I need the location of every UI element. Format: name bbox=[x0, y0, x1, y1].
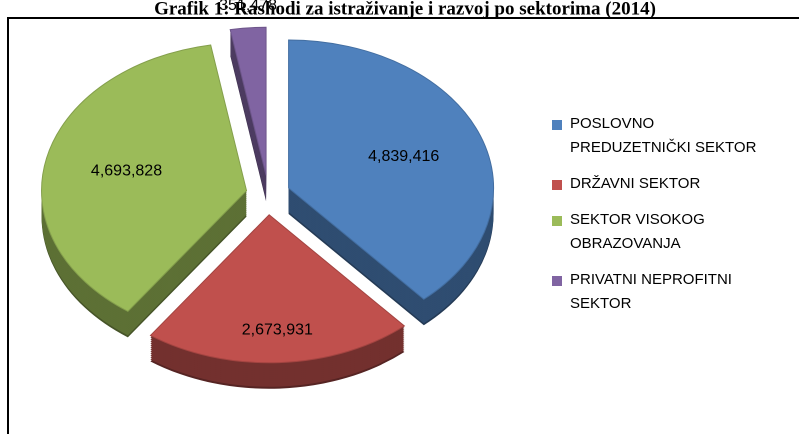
legend-swatch bbox=[552, 120, 562, 130]
legend-label: SEKTOR VISOKOG OBRAZOVANJA bbox=[570, 211, 705, 252]
slice bbox=[149, 214, 406, 364]
slice bbox=[288, 39, 495, 300]
legend-item: PRIVATNI NEPROFITNI SEKTOR bbox=[552, 268, 775, 316]
data-label: 4,839,416 bbox=[368, 148, 439, 165]
legend-swatch bbox=[552, 216, 562, 226]
legend-label: DRŽAVNI SEKTOR bbox=[570, 175, 701, 192]
legend-label: PRIVATNI NEPROFITNI SEKTOR bbox=[570, 271, 732, 312]
slice bbox=[229, 26, 267, 176]
data-label: 351,478 bbox=[219, 0, 277, 14]
legend-swatch bbox=[552, 276, 562, 286]
data-label: 4,693,828 bbox=[91, 162, 162, 179]
slice bbox=[41, 44, 248, 312]
chart-title: Grafik 1: Rashodi za istraživanje i razv… bbox=[154, 0, 656, 19]
legend: POSLOVNO PREDUZETNIČKI SEKTOR DRŽAVNI SEK… bbox=[552, 112, 775, 328]
legend-swatch bbox=[552, 180, 562, 190]
legend-item: SEKTOR VISOKOG OBRAZOVANJA bbox=[552, 208, 775, 256]
data-label: 2,673,931 bbox=[242, 321, 313, 338]
legend-item: POSLOVNO PREDUZETNIČKI SEKTOR bbox=[552, 112, 775, 160]
legend-label: POSLOVNO PREDUZETNIČKI SEKTOR bbox=[570, 115, 757, 156]
legend-item: DRŽAVNI SEKTOR bbox=[552, 172, 775, 196]
